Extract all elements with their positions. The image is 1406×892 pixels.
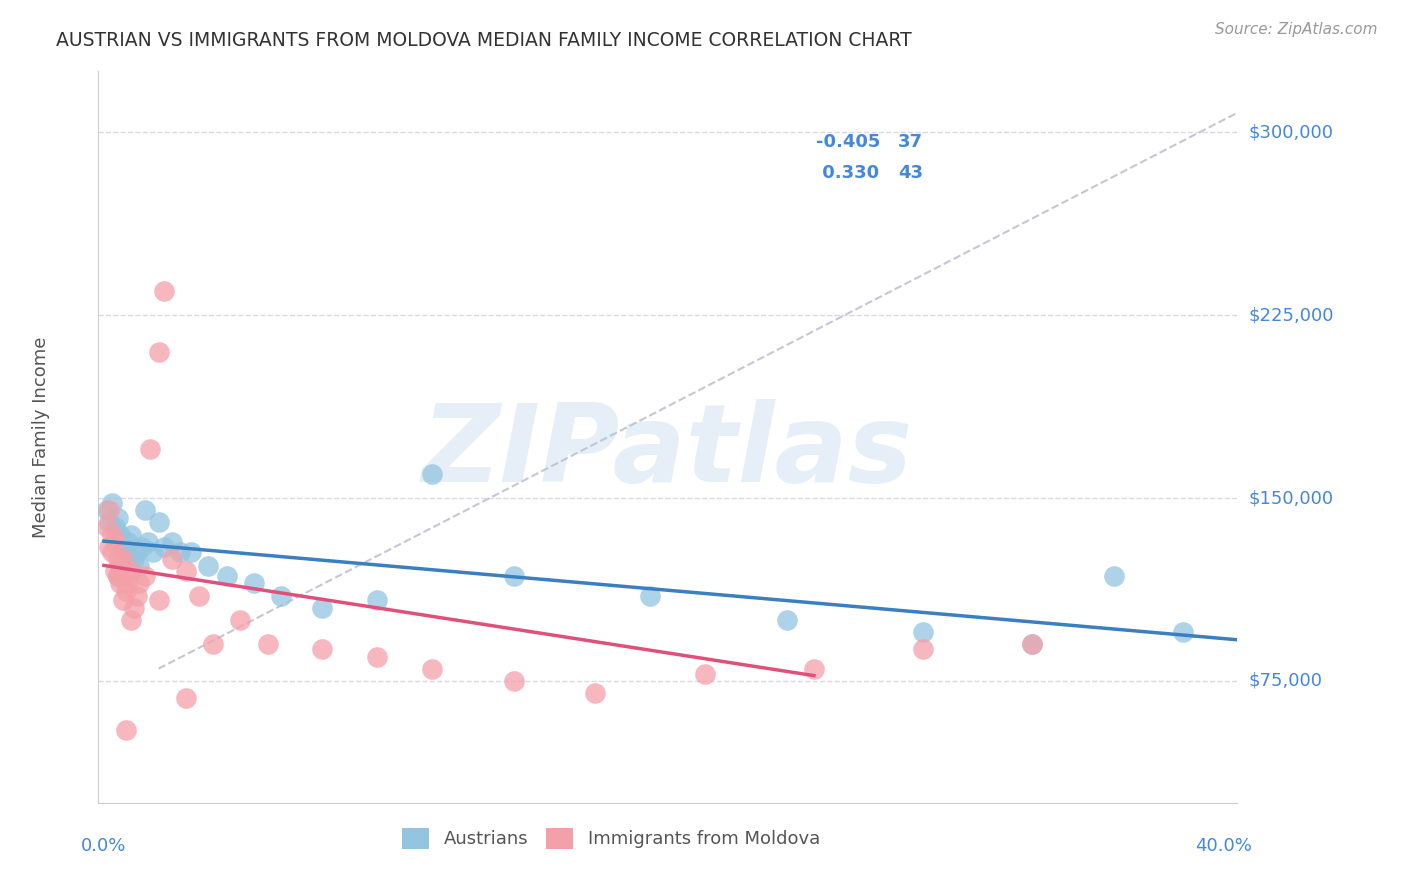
Point: [502, 673, 524, 688]
Point: [148, 593, 170, 607]
Point: [142, 544, 165, 558]
Point: [174, 690, 197, 705]
Point: [120, 613, 142, 627]
Text: 43: 43: [898, 164, 922, 182]
Point: [693, 666, 716, 681]
Point: [803, 662, 825, 676]
Point: [366, 593, 388, 607]
Point: [153, 540, 176, 554]
Text: ZIPatlas: ZIPatlas: [422, 399, 914, 505]
Point: [107, 510, 129, 524]
Point: [139, 442, 162, 457]
Point: [311, 642, 333, 657]
Point: [148, 516, 170, 530]
Point: [131, 540, 153, 554]
Point: [420, 467, 443, 481]
Point: [122, 600, 145, 615]
Point: [107, 569, 129, 583]
Legend: Austrians, Immigrants from Moldova: Austrians, Immigrants from Moldova: [395, 821, 827, 856]
Point: [128, 559, 150, 574]
Text: -0.405: -0.405: [817, 134, 880, 152]
Point: [1171, 625, 1194, 640]
Point: [111, 593, 134, 607]
Point: [775, 613, 797, 627]
Text: $150,000: $150,000: [1249, 489, 1333, 507]
Point: [366, 649, 388, 664]
Point: [153, 284, 176, 298]
Point: [101, 527, 124, 541]
Point: [638, 589, 661, 603]
Point: [96, 520, 118, 534]
Point: [134, 569, 156, 583]
Point: [96, 503, 118, 517]
Point: [134, 503, 156, 517]
Point: [160, 535, 183, 549]
Point: [420, 662, 443, 676]
Text: Source: ZipAtlas.com: Source: ZipAtlas.com: [1215, 22, 1378, 37]
Point: [1021, 637, 1043, 651]
Point: [197, 559, 219, 574]
Point: [243, 576, 266, 591]
Text: 0.330: 0.330: [817, 164, 879, 182]
Point: [98, 540, 121, 554]
Point: [104, 564, 127, 578]
Point: [136, 535, 159, 549]
Point: [174, 564, 197, 578]
Point: [101, 496, 124, 510]
Point: [122, 552, 145, 566]
Point: [502, 569, 524, 583]
Text: $225,000: $225,000: [1249, 306, 1334, 324]
Text: 0.0%: 0.0%: [82, 837, 127, 855]
Point: [180, 544, 202, 558]
Point: [169, 544, 191, 558]
Point: [585, 686, 607, 700]
Point: [125, 544, 148, 558]
Text: AUSTRIAN VS IMMIGRANTS FROM MOLDOVA MEDIAN FAMILY INCOME CORRELATION CHART: AUSTRIAN VS IMMIGRANTS FROM MOLDOVA MEDI…: [56, 31, 912, 50]
Point: [912, 642, 935, 657]
Point: [912, 625, 935, 640]
Point: [120, 564, 142, 578]
Point: [160, 552, 183, 566]
Point: [110, 559, 132, 574]
Point: [111, 552, 134, 566]
Point: [125, 589, 148, 603]
Point: [270, 589, 292, 603]
Point: [114, 723, 136, 737]
Point: [104, 520, 127, 534]
Point: [114, 569, 136, 583]
Text: $75,000: $75,000: [1249, 672, 1323, 690]
Point: [114, 583, 136, 598]
Point: [215, 569, 238, 583]
Point: [229, 613, 252, 627]
Point: [98, 516, 121, 530]
Text: Median Family Income: Median Family Income: [32, 336, 51, 538]
Point: [110, 576, 132, 591]
Text: 37: 37: [898, 134, 922, 152]
Point: [117, 535, 139, 549]
Point: [101, 544, 124, 558]
Point: [120, 527, 142, 541]
Point: [117, 576, 139, 591]
Text: $300,000: $300,000: [1249, 123, 1333, 141]
Point: [1021, 637, 1043, 651]
Point: [188, 589, 211, 603]
Point: [128, 576, 150, 591]
Point: [107, 552, 129, 566]
Point: [110, 527, 132, 541]
Point: [104, 535, 127, 549]
Point: [256, 637, 278, 651]
Point: [107, 569, 129, 583]
Point: [202, 637, 225, 651]
Point: [114, 544, 136, 558]
Point: [311, 600, 333, 615]
Point: [111, 540, 134, 554]
Point: [148, 344, 170, 359]
Text: 40.0%: 40.0%: [1195, 837, 1253, 855]
Point: [98, 503, 121, 517]
Point: [1104, 569, 1126, 583]
